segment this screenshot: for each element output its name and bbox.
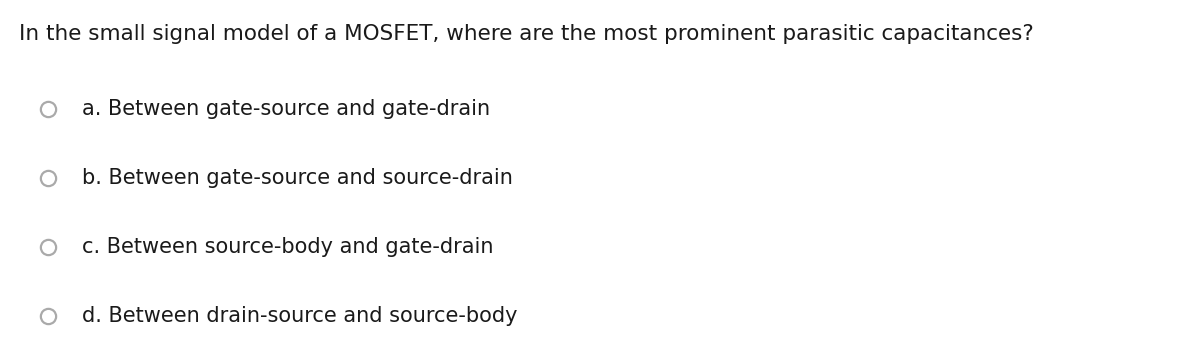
Text: b. Between gate-source and source-drain: b. Between gate-source and source-drain [82,168,512,188]
Text: d. Between drain-source and source-body: d. Between drain-source and source-body [82,306,517,326]
Text: c. Between source-body and gate-drain: c. Between source-body and gate-drain [82,237,493,257]
Text: In the small signal model of a MOSFET, where are the most prominent parasitic ca: In the small signal model of a MOSFET, w… [19,24,1034,44]
Text: a. Between gate-source and gate-drain: a. Between gate-source and gate-drain [82,99,490,119]
